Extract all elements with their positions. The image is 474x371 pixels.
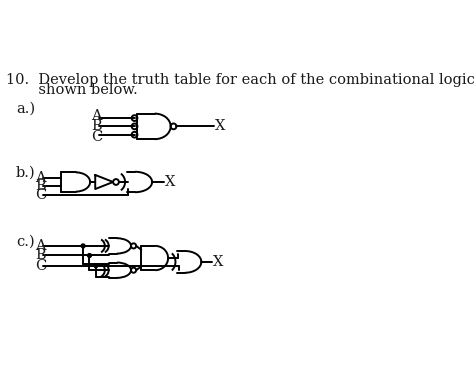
Text: B: B xyxy=(91,119,101,134)
Text: C: C xyxy=(35,259,46,273)
Circle shape xyxy=(88,253,91,257)
Text: c.): c.) xyxy=(16,235,35,249)
Circle shape xyxy=(94,264,98,267)
Text: A: A xyxy=(35,239,46,253)
Text: 10.  Develop the truth table for each of the combinational logic circuits: 10. Develop the truth table for each of … xyxy=(6,73,474,87)
Text: b.): b.) xyxy=(16,166,36,180)
Text: B: B xyxy=(35,249,46,263)
Text: X: X xyxy=(215,119,226,134)
Text: C: C xyxy=(91,130,102,144)
Text: X: X xyxy=(165,175,175,189)
Text: A: A xyxy=(35,171,46,184)
Text: C: C xyxy=(35,188,46,202)
Text: A: A xyxy=(91,109,101,123)
Text: B: B xyxy=(35,179,46,193)
Text: shown below.: shown below. xyxy=(6,83,138,97)
Text: a.): a.) xyxy=(16,101,35,115)
Circle shape xyxy=(81,244,85,248)
Text: X: X xyxy=(213,255,223,269)
